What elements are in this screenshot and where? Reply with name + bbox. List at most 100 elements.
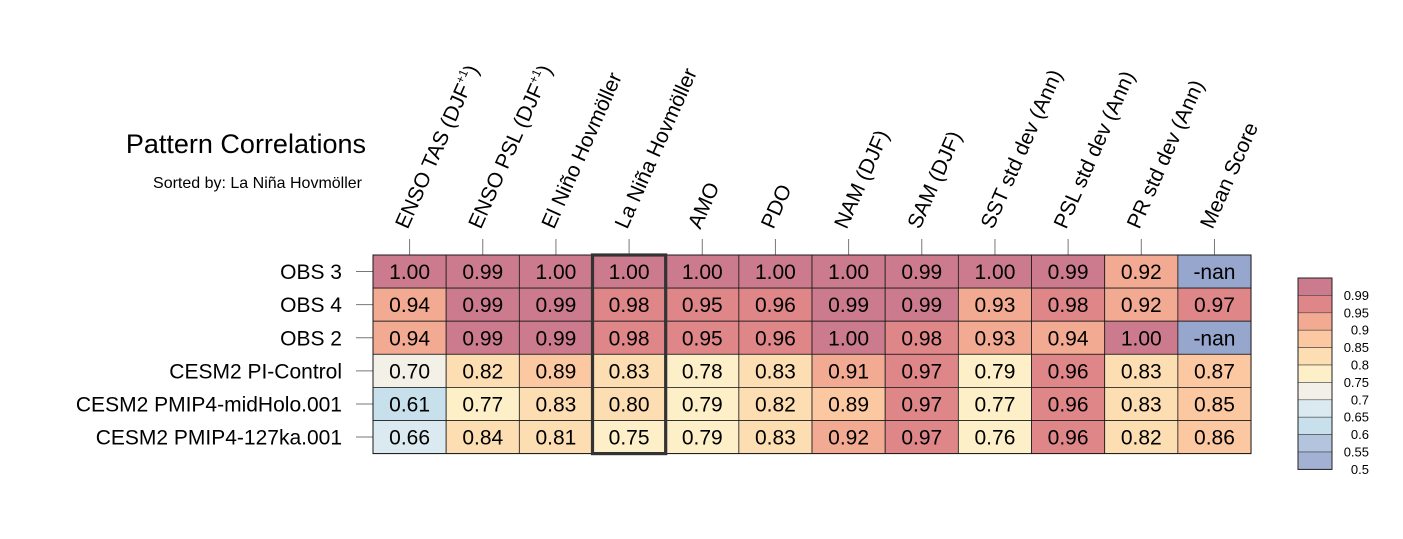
heatmap-cell	[738, 287, 813, 322]
heatmap-cell	[592, 420, 667, 454]
cell-value-label: 0.94	[1048, 327, 1089, 350]
cell-value-label: 0.83	[609, 360, 650, 383]
cell-value-label: 0.97	[901, 360, 942, 383]
heatmap-cell	[957, 287, 1032, 322]
cell-value-label: 0.96	[1048, 427, 1089, 450]
colorbar-swatch	[1297, 364, 1333, 383]
heatmap-cell	[372, 386, 447, 421]
colorbar-label: 0.55	[1344, 445, 1369, 460]
heatmap-cell	[1104, 353, 1179, 388]
cell-value-label: 1.00	[682, 261, 723, 284]
column-label: AMO	[684, 179, 724, 232]
cell-value-label: 1.00	[755, 261, 796, 284]
cell-value-label: 0.61	[389, 393, 430, 416]
cell-value-label: 0.99	[462, 327, 503, 350]
sorted-column-highlight	[590, 253, 668, 456]
cell-value-label: 0.97	[901, 427, 942, 450]
cell-value-label: 0.86	[1194, 427, 1235, 450]
colorbar-swatch	[1297, 329, 1333, 348]
heatmap-cell	[957, 420, 1032, 454]
cell-value-label: 0.87	[1194, 360, 1235, 383]
cell-value-label: 1.00	[1121, 327, 1162, 350]
heatmap-cell	[518, 320, 593, 355]
cell-value-label: 0.78	[682, 360, 723, 383]
cell-value-label: 0.93	[975, 294, 1016, 317]
heatmap-cell	[811, 320, 886, 355]
heatmap-cell	[957, 353, 1032, 388]
heatmap-cell	[738, 353, 813, 388]
cell-value-label: 1.00	[828, 327, 869, 350]
colorbar-label: 0.99	[1344, 288, 1369, 303]
cell-value-label: 0.70	[389, 360, 430, 383]
heatmap-cell	[884, 353, 959, 388]
row-label: OBS 4	[280, 294, 342, 317]
colorbar-label: 0.6	[1351, 427, 1369, 442]
cell-value-label: 0.85	[1194, 393, 1235, 416]
colorbar: 0.99 0.95 0.9 0.85 0.8 0.75 0.7 0.65 0.6 0.55 0.5	[1297, 277, 1369, 477]
cell-value-label: 0.96	[1048, 393, 1089, 416]
heatmap-cell	[372, 287, 447, 322]
cell-value-label: 0.76	[975, 427, 1016, 450]
colorbar-swatch	[1297, 295, 1333, 314]
cell-value-label: 0.99	[535, 294, 576, 317]
cell-value-label: 1.00	[535, 261, 576, 284]
column-label: ENSO PSL (DJF+1)	[462, 61, 557, 232]
heatmap-cell	[445, 320, 520, 355]
cell-value-label: 0.77	[975, 393, 1016, 416]
heatmap-cell	[1031, 254, 1106, 289]
cell-value-label: -nan	[1193, 327, 1235, 350]
cell-value-label: 0.80	[609, 393, 650, 416]
column-label: Mean Score	[1196, 119, 1263, 232]
cell-value-label: 0.99	[901, 261, 942, 284]
colorbar-swatch	[1297, 416, 1333, 435]
row-label: OBS 3	[280, 261, 342, 284]
column-label: ENSO TAS (DJF+1)	[389, 61, 484, 232]
heatmap-cell	[445, 287, 520, 322]
colorbar-label: 0.9	[1351, 323, 1369, 338]
colorbar-swatch	[1297, 277, 1333, 296]
cell-value-label: 0.83	[535, 393, 576, 416]
cell-value-label: 1.00	[609, 261, 650, 284]
heatmap-cell	[1104, 287, 1179, 322]
row-labels: OBS 3 OBS 4 OBS 2 CESM2 PI-Control CESM2 PMI…	[76, 261, 342, 450]
cell-value-label: 0.92	[1121, 294, 1162, 317]
cell-value-label: 0.92	[828, 427, 869, 450]
colorbar-label: 0.7	[1351, 392, 1369, 407]
column-label: NAM (DJF)	[830, 127, 894, 232]
heatmap-cell	[738, 254, 813, 289]
cell-value-label: 0.91	[828, 360, 869, 383]
cell-value-label: 0.99	[1048, 261, 1089, 284]
colorbar-border	[1297, 277, 1333, 470]
cell-value-label: 0.94	[389, 294, 430, 317]
colorbar-label: 0.85	[1344, 340, 1369, 355]
colorbar-label: 0.75	[1344, 375, 1369, 390]
heatmap-cell	[957, 386, 1032, 421]
cell-value-label: 0.99	[535, 327, 576, 350]
cell-value-label: 0.96	[755, 327, 796, 350]
heatmap-cell	[738, 420, 813, 454]
colorbar-swatch	[1297, 347, 1333, 366]
cell-value-label: 0.83	[755, 427, 796, 450]
heatmap-cell	[1177, 420, 1252, 454]
column-label: El Niño Hovmöller	[537, 69, 626, 232]
colorbar-swatch	[1297, 382, 1333, 401]
cell-value-label: 0.92	[1121, 261, 1162, 284]
cell-value-label: 0.96	[1048, 360, 1089, 383]
colorbar-swatch	[1297, 399, 1333, 418]
heatmap-cells	[372, 254, 1252, 454]
cell-value-label: 0.84	[462, 427, 503, 450]
column-label: SST std dev (Ann)	[977, 66, 1068, 232]
heatmap-cell	[884, 320, 959, 355]
heatmap-cell	[1031, 353, 1106, 388]
row-label: CESM2 PI-Control	[169, 360, 342, 383]
cell-value-label: 0.95	[682, 294, 723, 317]
heatmap-cell	[445, 386, 520, 421]
heatmap-cell	[592, 287, 667, 322]
cell-value-label: 0.81	[535, 427, 576, 450]
cell-value-label: 0.83	[755, 360, 796, 383]
heatmap-cell	[884, 420, 959, 454]
heatmap-cell	[1031, 420, 1106, 454]
heatmap-cell	[518, 420, 593, 454]
heatmap-cell	[518, 353, 593, 388]
